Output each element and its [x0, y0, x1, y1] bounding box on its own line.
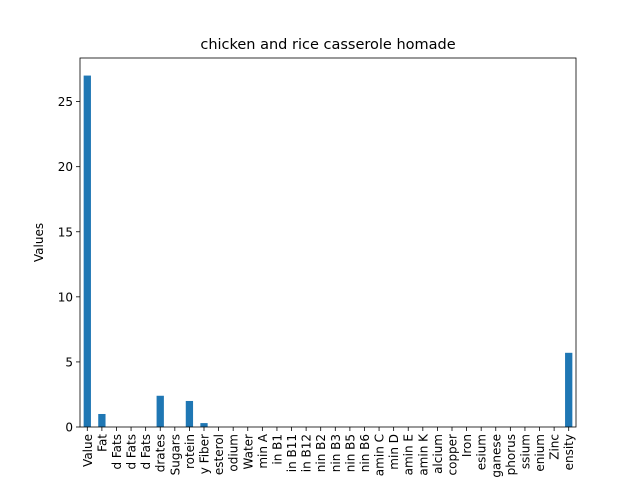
x-tick-label: enium — [533, 434, 547, 472]
x-tick-label: phorus — [504, 434, 518, 475]
bar-7 — [185, 400, 194, 427]
x-tick-label: copper — [446, 434, 460, 476]
x-tick-label: esium — [475, 434, 489, 470]
bars-group — [83, 75, 573, 428]
bar-8 — [200, 423, 208, 427]
x-tick-label: in B12 — [300, 434, 314, 472]
y-axis-ticks: 0 5 10 15 20 25 — [58, 95, 80, 435]
x-tick-label: Iron — [460, 434, 474, 457]
x-axis-ticks: Value Fat d Fats d Fats d Fats drates Sugars ro… — [81, 427, 576, 478]
y-tick-label: 25 — [58, 95, 73, 109]
x-tick-label: min D — [387, 434, 401, 470]
x-tick-label: in B1 — [270, 434, 284, 465]
x-tick-label: amin K — [416, 433, 430, 476]
bar-5 — [156, 395, 164, 427]
x-tick-label: alcium — [431, 434, 445, 474]
x-tick-label: min A — [256, 433, 270, 468]
bar-1 — [98, 413, 106, 427]
x-tick-label: ganese — [489, 434, 503, 478]
x-tick-label: Sugars — [168, 434, 182, 475]
x-tick-label: in B11 — [285, 434, 299, 472]
y-tick-label: 5 — [65, 355, 73, 369]
bar-33 — [565, 352, 573, 427]
x-tick-label: nin B2 — [314, 434, 328, 472]
x-tick-label: d Fats — [139, 434, 153, 470]
x-tick-label: esterol — [212, 434, 226, 475]
x-tick-label: d Fats — [125, 434, 139, 470]
y-tick-label: 0 — [65, 421, 73, 435]
chart-title: chicken and rice casserole homade — [200, 37, 455, 53]
x-tick-label: ensity — [562, 434, 576, 470]
x-tick-label: Zinc — [548, 434, 562, 460]
y-tick-label: 20 — [58, 160, 73, 174]
y-tick-label: 10 — [58, 290, 73, 304]
x-tick-label: rotein — [183, 434, 197, 469]
x-tick-label: d Fats — [110, 434, 124, 470]
x-tick-label: odium — [227, 434, 241, 472]
x-tick-label: nin B3 — [329, 434, 343, 472]
x-tick-label: nin B5 — [343, 434, 357, 472]
plot-frame — [79, 57, 577, 428]
bar-0 — [83, 75, 91, 428]
x-tick-label: drates — [154, 434, 168, 472]
x-tick-label: nin B6 — [358, 434, 372, 472]
x-tick-label: amin E — [402, 434, 416, 475]
y-tick-label: 15 — [58, 225, 73, 239]
x-tick-label: y Fiber — [198, 434, 212, 474]
x-tick-label: Value — [81, 434, 95, 467]
x-tick-label: amin C — [373, 434, 387, 476]
x-tick-label: ssium — [518, 434, 532, 469]
x-tick-label: Water — [241, 434, 255, 470]
y-axis-label: Values — [32, 223, 46, 262]
x-tick-label: Fat — [95, 434, 109, 452]
